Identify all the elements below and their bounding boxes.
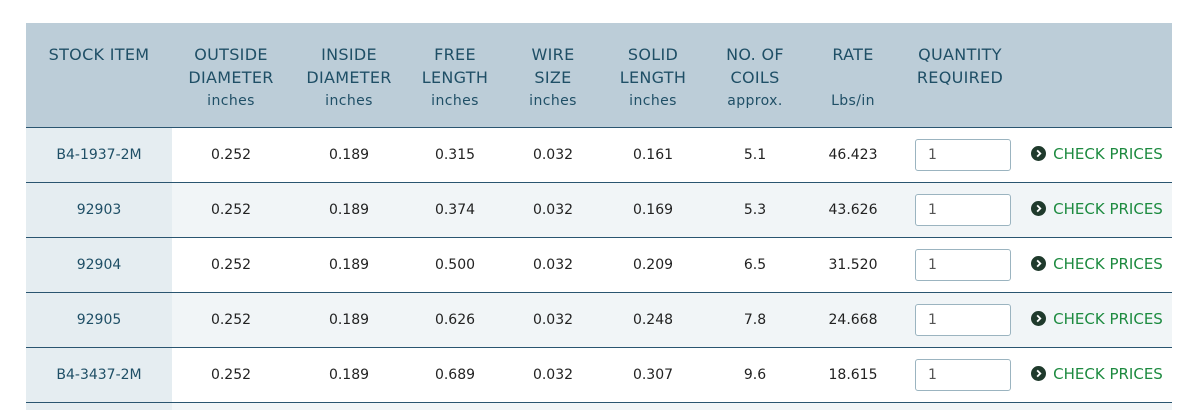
solid-length-cell: 0.209 — [632, 256, 674, 273]
header-free-length: FREE LENGTH inches — [408, 23, 502, 127]
outside-diameter-cell: 0.252 — [172, 292, 290, 347]
header-outside-diameter: OUTSIDE DIAMETER inches — [172, 23, 290, 127]
rate-cell: 18.615 — [828, 366, 878, 383]
rate-cell: 46.423 — [828, 146, 878, 163]
chevron-right-circle-icon — [1031, 366, 1047, 382]
unit-label: Lbs/in — [831, 93, 875, 109]
quantity-cell — [898, 182, 1022, 237]
chevron-right-circle-icon — [1031, 311, 1047, 327]
table-row: B4-3437-2M 0.252 0.189 0.689 0.032 0.307… — [26, 347, 1172, 402]
free-length-cell: 0.500 — [434, 256, 476, 273]
header-rate: RATE Lbs/in — [808, 23, 898, 127]
action-cell: CHECK PRICES — [1022, 237, 1172, 292]
inside-diameter-cell: 0.189 — [290, 292, 408, 347]
header-wire-size: WIRE SIZE inches — [502, 23, 604, 127]
quantity-cell — [898, 292, 1022, 347]
action-cell: CHECK PRICES — [1022, 127, 1172, 182]
coils-cell: 6.5 — [743, 256, 767, 273]
solid-length-cell: 0.169 — [604, 182, 702, 237]
coils-cell: 7.8 — [702, 292, 808, 347]
quantity-cell — [898, 127, 1022, 182]
solid-length-cell: 0.248 — [604, 292, 702, 347]
check-prices-label: CHECK PRICES — [1053, 199, 1163, 218]
table-header-row: STOCK ITEM OUTSIDE DIAMETER inches INSID… — [26, 23, 1172, 127]
solid-length-cell: 0.161 — [632, 146, 674, 163]
header-no-of-coils: NO. OF COILS approx. — [702, 23, 808, 127]
stock-item-cell: B4-1937-2M — [26, 127, 172, 182]
coils-cell: 5.1 — [743, 146, 767, 163]
spring-table-container: STOCK ITEM OUTSIDE DIAMETER inches INSID… — [26, 23, 1172, 410]
inside-diameter-cell: 0.189 — [328, 146, 370, 163]
solid-length-cell: 0.307 — [632, 366, 674, 383]
table-row: 92905 0.252 0.189 0.626 0.032 0.248 7.8 … — [26, 292, 1172, 347]
chevron-right-circle-icon — [1031, 256, 1047, 272]
check-prices-label: CHECK PRICES — [1053, 144, 1163, 163]
table-row: 92903 0.252 0.189 0.374 0.032 0.169 5.3 … — [26, 182, 1172, 237]
wire-size-cell: 0.032 — [502, 292, 604, 347]
quantity-input[interactable] — [915, 193, 1011, 226]
unit-label: inches — [325, 93, 373, 109]
check-prices-link[interactable]: CHECK PRICES — [1031, 310, 1163, 328]
check-prices-link[interactable]: CHECK PRICES — [1031, 255, 1163, 273]
free-length-cell: 0.374 — [408, 182, 502, 237]
wire-size-cell: 0.032 — [532, 366, 574, 383]
header-stock-item: STOCK ITEM — [48, 45, 150, 64]
action-cell: CHECK PRICES — [1022, 347, 1172, 402]
stock-item-cell: B4-3437-2M — [26, 347, 172, 402]
header-quantity-required: QUANTITY REQUIRED — [916, 45, 1004, 87]
quantity-input[interactable] — [915, 358, 1011, 391]
outside-diameter-cell: 0.252 — [210, 366, 252, 383]
chevron-right-circle-icon — [1031, 201, 1047, 217]
quantity-cell — [898, 237, 1022, 292]
rate-cell: 31.520 — [828, 256, 878, 273]
check-prices-link[interactable]: CHECK PRICES — [1031, 145, 1163, 163]
wire-size-cell: 0.032 — [502, 182, 604, 237]
action-cell: CHECK PRICES — [1022, 292, 1172, 347]
inside-diameter-cell: 0.189 — [328, 256, 370, 273]
rate-cell: 43.626 — [808, 182, 898, 237]
outside-diameter-cell: 0.252 — [210, 256, 252, 273]
quantity-cell — [898, 347, 1022, 402]
table-row-partial — [26, 402, 1172, 410]
outside-diameter-cell: 0.252 — [172, 182, 290, 237]
header-inside-diameter: INSIDE DIAMETER inches — [290, 23, 408, 127]
rate-cell: 24.668 — [808, 292, 898, 347]
unit-label: inches — [629, 93, 677, 109]
wire-size-cell: 0.032 — [532, 256, 574, 273]
quantity-input[interactable] — [915, 303, 1011, 336]
check-prices-label: CHECK PRICES — [1053, 309, 1163, 328]
free-length-cell: 0.315 — [434, 146, 476, 163]
table-row: 92904 0.252 0.189 0.500 0.032 0.209 6.5 … — [26, 237, 1172, 292]
free-length-cell: 0.626 — [408, 292, 502, 347]
spring-stock-table: STOCK ITEM OUTSIDE DIAMETER inches INSID… — [26, 23, 1172, 410]
unit-label: approx. — [727, 93, 783, 109]
chevron-right-circle-icon — [1031, 146, 1047, 162]
action-cell: CHECK PRICES — [1022, 182, 1172, 237]
inside-diameter-cell: 0.189 — [290, 182, 408, 237]
stock-item-cell: 92903 — [26, 182, 172, 237]
coils-cell: 9.6 — [743, 366, 767, 383]
wire-size-cell: 0.032 — [532, 146, 574, 163]
header-solid-length: SOLID LENGTH inches — [604, 23, 702, 127]
unit-label: inches — [207, 93, 255, 109]
header-action — [1022, 23, 1172, 127]
table-row: B4-1937-2M 0.252 0.189 0.315 0.032 0.161… — [26, 127, 1172, 182]
inside-diameter-cell: 0.189 — [328, 366, 370, 383]
outside-diameter-cell: 0.252 — [210, 146, 252, 163]
check-prices-label: CHECK PRICES — [1053, 364, 1163, 383]
quantity-input[interactable] — [915, 138, 1011, 171]
free-length-cell: 0.689 — [434, 366, 476, 383]
check-prices-link[interactable]: CHECK PRICES — [1031, 200, 1163, 218]
check-prices-link[interactable]: CHECK PRICES — [1031, 365, 1163, 383]
coils-cell: 5.3 — [702, 182, 808, 237]
check-prices-label: CHECK PRICES — [1053, 254, 1163, 273]
stock-item-cell: 92905 — [26, 292, 172, 347]
quantity-input[interactable] — [915, 248, 1011, 281]
unit-label: inches — [529, 93, 577, 109]
unit-label: inches — [431, 93, 479, 109]
stock-item-cell: 92904 — [26, 237, 172, 292]
